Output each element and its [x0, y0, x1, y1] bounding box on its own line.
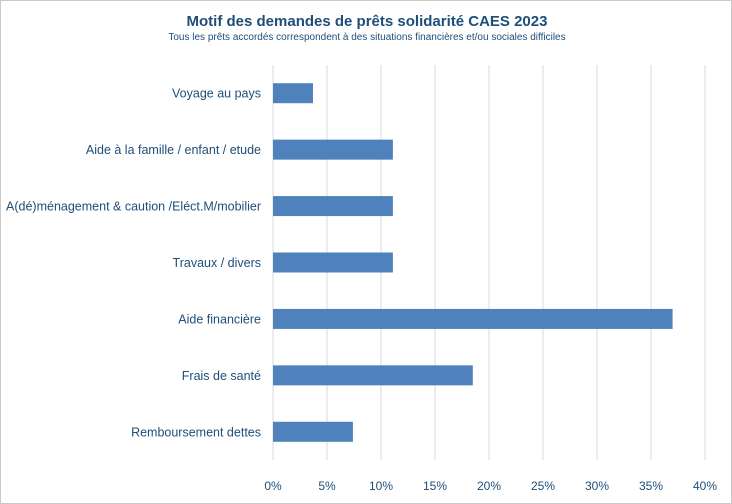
- category-label: Remboursement dettes: [131, 425, 261, 439]
- bar: [273, 421, 353, 442]
- category-label: Aide à la famille / enfant / etude: [86, 143, 261, 157]
- bar: [273, 83, 313, 104]
- x-tick-label: 20%: [477, 479, 501, 493]
- x-tick-label: 35%: [639, 479, 663, 493]
- bar: [273, 365, 473, 386]
- x-tick-label: 30%: [585, 479, 609, 493]
- x-tick-label: 25%: [531, 479, 555, 493]
- bar: [273, 308, 673, 329]
- bar: [273, 196, 393, 217]
- category-label: Frais de santé: [182, 369, 261, 383]
- chart-subtitle: Tous les prêts accordés correspondent à …: [168, 32, 566, 43]
- category-label: Aide financière: [178, 312, 261, 326]
- category-label: A(dé)ménagement & caution /Eléct.M/mobil…: [6, 200, 261, 214]
- x-tick-label: 10%: [369, 479, 393, 493]
- x-tick-label: 40%: [693, 479, 717, 493]
- chart-title: Motif des demandes de prêts solidarité C…: [186, 13, 548, 30]
- category-label: Travaux / divers: [173, 256, 261, 270]
- x-tick-label: 0%: [264, 479, 282, 493]
- x-tick-label: 5%: [318, 479, 336, 493]
- bar: [273, 252, 393, 273]
- x-tick-label: 15%: [423, 479, 447, 493]
- bar: [273, 139, 393, 160]
- category-label: Voyage au pays: [172, 87, 261, 101]
